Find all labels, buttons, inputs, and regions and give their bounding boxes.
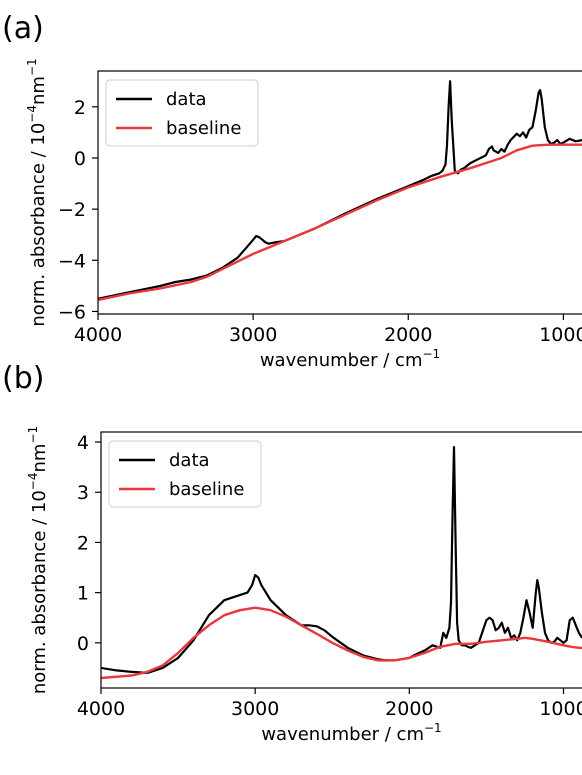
y-tick-label: −2 [58,199,86,221]
series-line-data-a [98,80,582,300]
y-axis-label-a: norm. absorbance / 10−4nm−1 [25,58,49,326]
y-tick-label: 3 [77,482,89,504]
y-tick-label: −4 [58,250,86,272]
legend-label-data-a: data [166,89,207,110]
x-tick-label: 2000 [385,698,433,720]
y-axis-label-b: norm. absorbance / 10−4nm−1 [26,426,50,694]
x-axis-label-sup-a: −1 [422,347,440,361]
legend-label-data-b: data [169,450,210,471]
y-axis-label-text-b: norm. absorbance / 10 [29,490,50,694]
legend-box-b [108,440,262,508]
y-axis-label-unit-b: nm [29,444,50,473]
y-axis-label-text-a: norm. absorbance / 10 [28,123,49,327]
x-tick-label: 1000 [539,698,582,720]
y-tick-label: 0 [74,148,86,170]
legend-b: data baseline [108,440,262,508]
y-tick-label: −6 [58,301,86,323]
y-tick-label: 1 [77,583,89,605]
y-axis-label-sup-b: −4 [26,472,40,490]
y-tick-label: 4 [77,432,89,454]
x-axis-label-a: wavenumber / cm−1 [260,347,440,371]
x-tick-label: 3000 [231,698,279,720]
panel-b: (b) 4000 3000 2000 1000 4 3 2 1 0 wavenumber / c… [2,361,582,745]
x-tick-label: 4000 [77,698,125,720]
y-axis-label-unit-sup-a: −1 [25,58,39,76]
y-tick-label: 2 [74,97,86,119]
legend-box-a [105,79,259,147]
y-tick-label: 2 [77,532,89,554]
y-tick-label: 0 [77,633,89,655]
x-axis-label-text-a: wavenumber / cm [260,350,423,371]
y-axis-label-unit-sup-b: −1 [26,426,40,444]
x-tick-label: 2000 [384,324,432,346]
plot-frame-b [100,431,582,689]
x-tick-label: 4000 [74,324,122,346]
x-tick-label: 1000 [539,324,582,346]
x-tick-label: 3000 [229,324,277,346]
series-line-baseline-b [101,606,582,680]
series-line-data-b [101,446,582,674]
legend-a: data baseline [105,79,259,147]
x-axis-label-sup-b: −1 [424,721,442,735]
x-axis-label-text-b: wavenumber / cm [261,724,424,745]
legend-label-baseline-a: baseline [166,118,241,139]
legend-label-baseline-b: baseline [169,479,244,500]
y-axis-label-sup-a: −4 [25,105,39,123]
panel-a-label: (a) [2,11,44,46]
series-line-baseline-a [98,143,582,302]
plot-frame-a [97,70,582,315]
y-axis-label-unit-a: nm [28,76,49,105]
x-axis-label-b: wavenumber / cm−1 [261,721,441,745]
panel-b-label: (b) [2,361,44,396]
panel-a: (a) 4000 3000 2000 1000 2 0 −2 −4 −6 wavenumber … [2,11,582,371]
